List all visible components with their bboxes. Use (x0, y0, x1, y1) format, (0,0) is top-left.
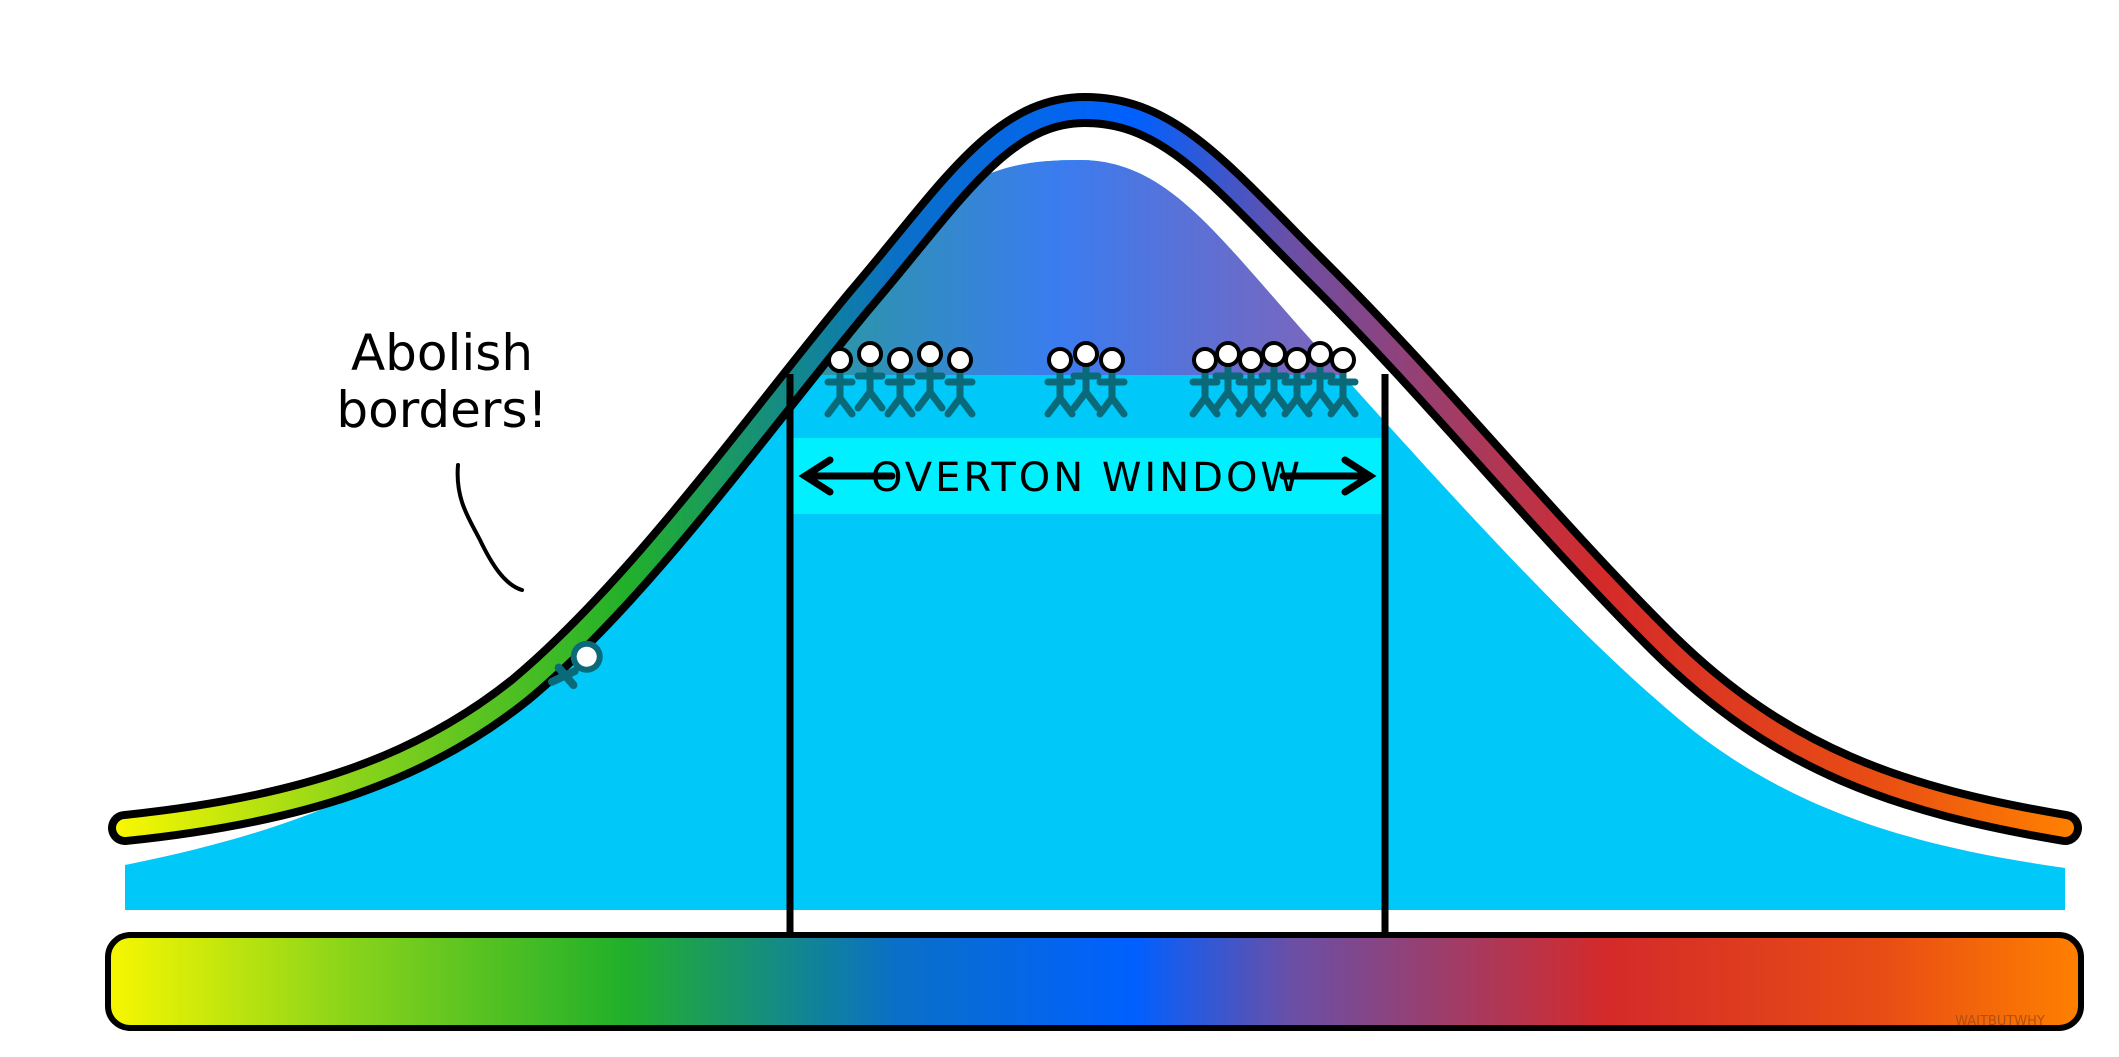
person (824, 347, 856, 418)
person (1189, 347, 1221, 418)
person (1212, 341, 1244, 412)
person (884, 347, 916, 418)
speech-pointer (455, 463, 524, 592)
spectrum-bar (105, 932, 2084, 1031)
person (1258, 341, 1290, 412)
person (1044, 347, 1076, 418)
person (854, 341, 886, 412)
window-arrow-left (798, 456, 896, 496)
distribution-fill (125, 160, 2065, 910)
person (1096, 347, 1128, 418)
person (1304, 341, 1336, 412)
person (1235, 347, 1267, 418)
watermark: WAITBUTWHY (1955, 1014, 2045, 1029)
window-arrow-right (1279, 456, 1377, 496)
person (944, 347, 976, 418)
speech-text-line2: borders! (336, 381, 547, 439)
overton-window-label: OVERTON WINDOW (871, 455, 1303, 501)
speech-text-line1: Abolish (351, 324, 533, 382)
person (914, 341, 946, 412)
crowd (824, 341, 1359, 418)
person (1327, 347, 1359, 418)
person (1281, 347, 1313, 418)
fallen-person (548, 640, 603, 690)
person (1070, 341, 1102, 412)
